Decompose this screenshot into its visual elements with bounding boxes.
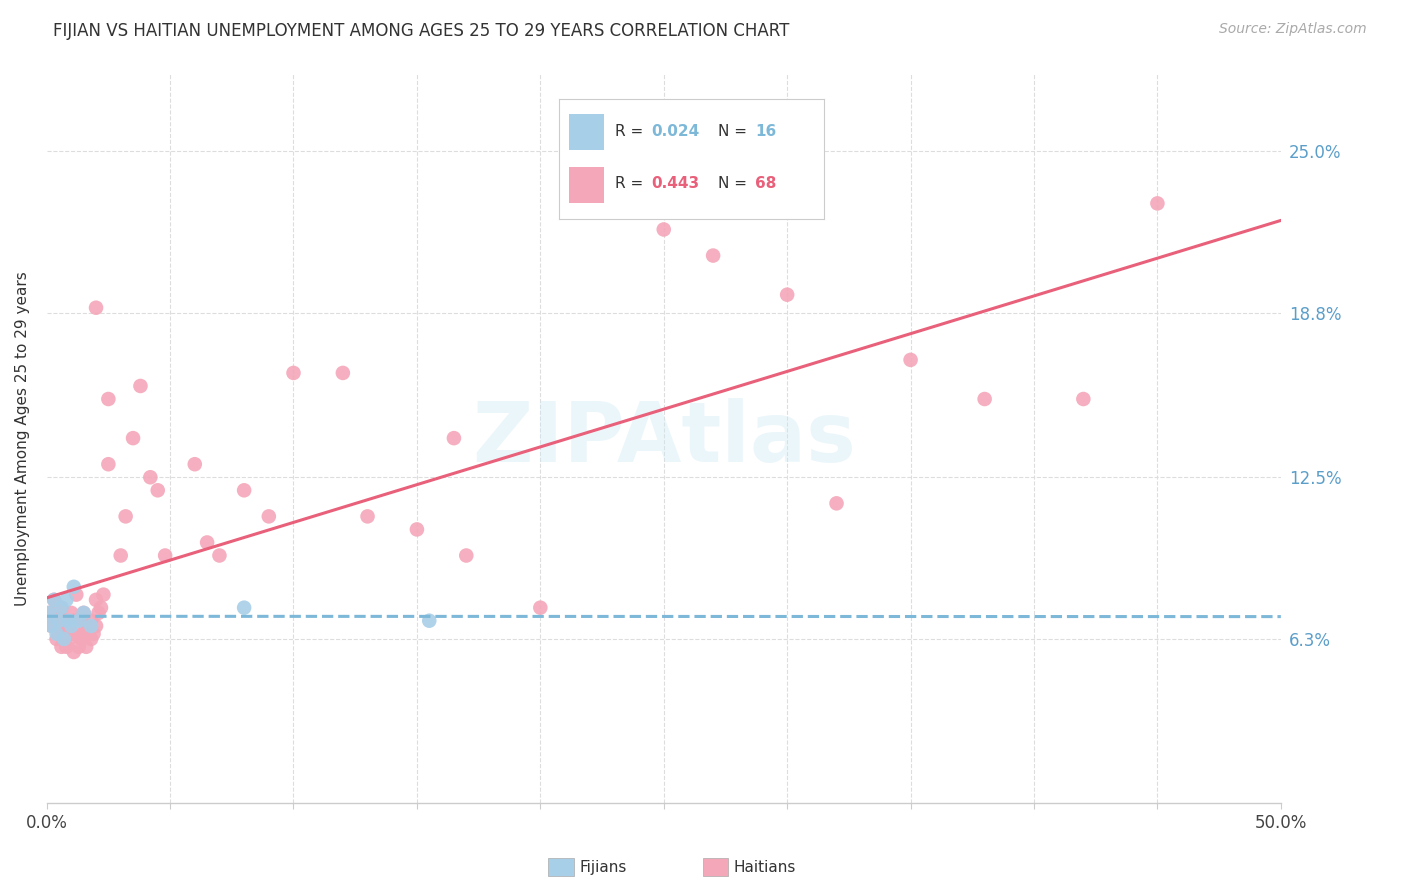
Point (75, 619, 97, 633)
Point (55, 592, 77, 607)
Point (51, 600, 73, 615)
Point (67, 614, 90, 628)
Point (42, 592, 65, 607)
Point (45, 619, 67, 633)
Text: FIJIAN VS HAITIAN UNEMPLOYMENT AMONG AGES 25 TO 29 YEARS CORRELATION CHART: FIJIAN VS HAITIAN UNEMPLOYMENT AMONG AGE… (53, 22, 790, 40)
Text: ZIPAtlas: ZIPAtlas (472, 398, 856, 479)
Point (406, 523, 429, 537)
Point (73, 606, 96, 620)
Point (257, 509, 280, 524)
Point (52, 632, 75, 646)
Point (146, 483, 169, 498)
Point (80, 632, 103, 646)
Point (48, 614, 70, 628)
Point (84, 592, 107, 607)
Point (52, 626, 75, 640)
Point (60, 619, 83, 633)
Point (58, 614, 80, 628)
Point (1146, 196, 1168, 211)
Point (900, 352, 922, 367)
Point (63, 614, 86, 628)
Point (139, 470, 162, 484)
Point (52, 614, 75, 628)
Point (356, 509, 378, 524)
Text: Source: ZipAtlas.com: Source: ZipAtlas.com (1219, 22, 1367, 37)
Point (65, 626, 87, 640)
Point (233, 483, 256, 498)
Point (97, 457, 120, 471)
Point (208, 549, 231, 563)
Point (58, 632, 80, 646)
Point (233, 600, 256, 615)
Point (153, 549, 176, 563)
Point (332, 366, 354, 380)
Point (97, 392, 120, 406)
Point (456, 549, 478, 563)
Point (70, 632, 93, 646)
Text: Fijians: Fijians (579, 860, 627, 874)
Point (73, 626, 96, 640)
Point (114, 509, 136, 524)
Point (702, 248, 724, 262)
Point (80, 614, 103, 628)
Text: Haitians: Haitians (734, 860, 796, 874)
Point (90, 600, 112, 615)
Point (87, 606, 110, 620)
Point (45, 632, 67, 646)
Point (110, 549, 132, 563)
Point (67, 640, 90, 654)
Point (55, 640, 77, 654)
Point (55, 619, 77, 633)
Point (122, 431, 145, 445)
Point (83, 626, 105, 640)
Point (195, 535, 218, 549)
Point (51, 640, 73, 654)
Point (1073, 392, 1095, 406)
Point (60, 606, 83, 620)
Point (48, 606, 70, 620)
Point (38, 606, 60, 620)
Point (75, 640, 97, 654)
Point (42, 606, 65, 620)
Point (42, 592, 65, 607)
Y-axis label: Unemployment Among Ages 25 to 29 years: Unemployment Among Ages 25 to 29 years (15, 271, 30, 606)
Point (41, 619, 63, 633)
Point (93, 588, 115, 602)
Point (973, 392, 995, 406)
Point (58, 619, 80, 633)
Point (84, 301, 107, 315)
Point (418, 614, 440, 628)
Point (443, 431, 465, 445)
Point (184, 457, 207, 471)
Point (73, 606, 96, 620)
Point (41, 619, 63, 633)
Point (48, 626, 70, 640)
Point (529, 600, 551, 615)
Point (129, 379, 152, 393)
Point (776, 287, 799, 301)
Point (63, 645, 86, 659)
Point (80, 619, 103, 633)
Point (652, 222, 675, 236)
Point (63, 580, 86, 594)
Point (825, 496, 848, 510)
Point (51, 600, 73, 615)
Point (77, 626, 100, 640)
Point (283, 366, 305, 380)
Point (60, 626, 83, 640)
Point (65, 588, 87, 602)
Point (67, 614, 90, 628)
Point (38, 606, 60, 620)
Point (84, 619, 107, 633)
Point (45, 626, 67, 640)
